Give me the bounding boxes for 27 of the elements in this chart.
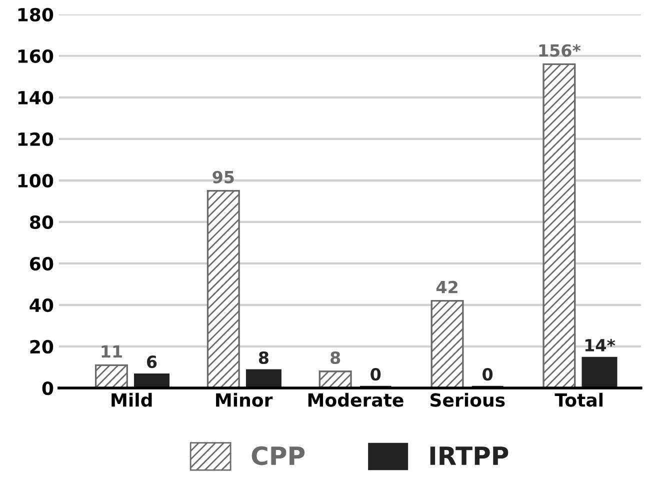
data-label: 0 — [370, 368, 381, 381]
data-label: 0 — [482, 368, 493, 381]
x-tick-label: Moderate — [308, 392, 404, 407]
y-tick-label: 60 — [30, 256, 54, 271]
x-tick-label: Total — [554, 392, 603, 407]
data-label: 95 — [212, 170, 234, 184]
y-tick-label: 160 — [18, 49, 54, 63]
x-tick-label: Minor — [216, 392, 273, 407]
y-tick-label: 180 — [18, 8, 54, 22]
data-label: 8 — [258, 351, 268, 364]
y-tick-label: 0 — [42, 381, 54, 396]
data-label: 11 — [102, 345, 122, 358]
x-tick-label: Mild — [112, 392, 152, 407]
y-tick-label: 80 — [30, 215, 54, 230]
y-tick-label: 100 — [18, 174, 54, 188]
legend-label: CPP — [252, 446, 305, 466]
data-label: 14* — [585, 338, 616, 352]
y-tick-label: 140 — [18, 90, 54, 105]
data-label: 8 — [330, 351, 340, 364]
y-tick-label: 20 — [30, 340, 54, 354]
legend-label: IRTPP — [430, 446, 508, 465]
x-tick-label: Serious — [430, 392, 505, 407]
y-tick-label: 120 — [18, 132, 54, 146]
data-label: 42 — [436, 280, 458, 294]
data-label: 156* — [539, 44, 581, 57]
y-tick-label: 40 — [30, 298, 54, 312]
data-label: 6 — [147, 356, 157, 368]
